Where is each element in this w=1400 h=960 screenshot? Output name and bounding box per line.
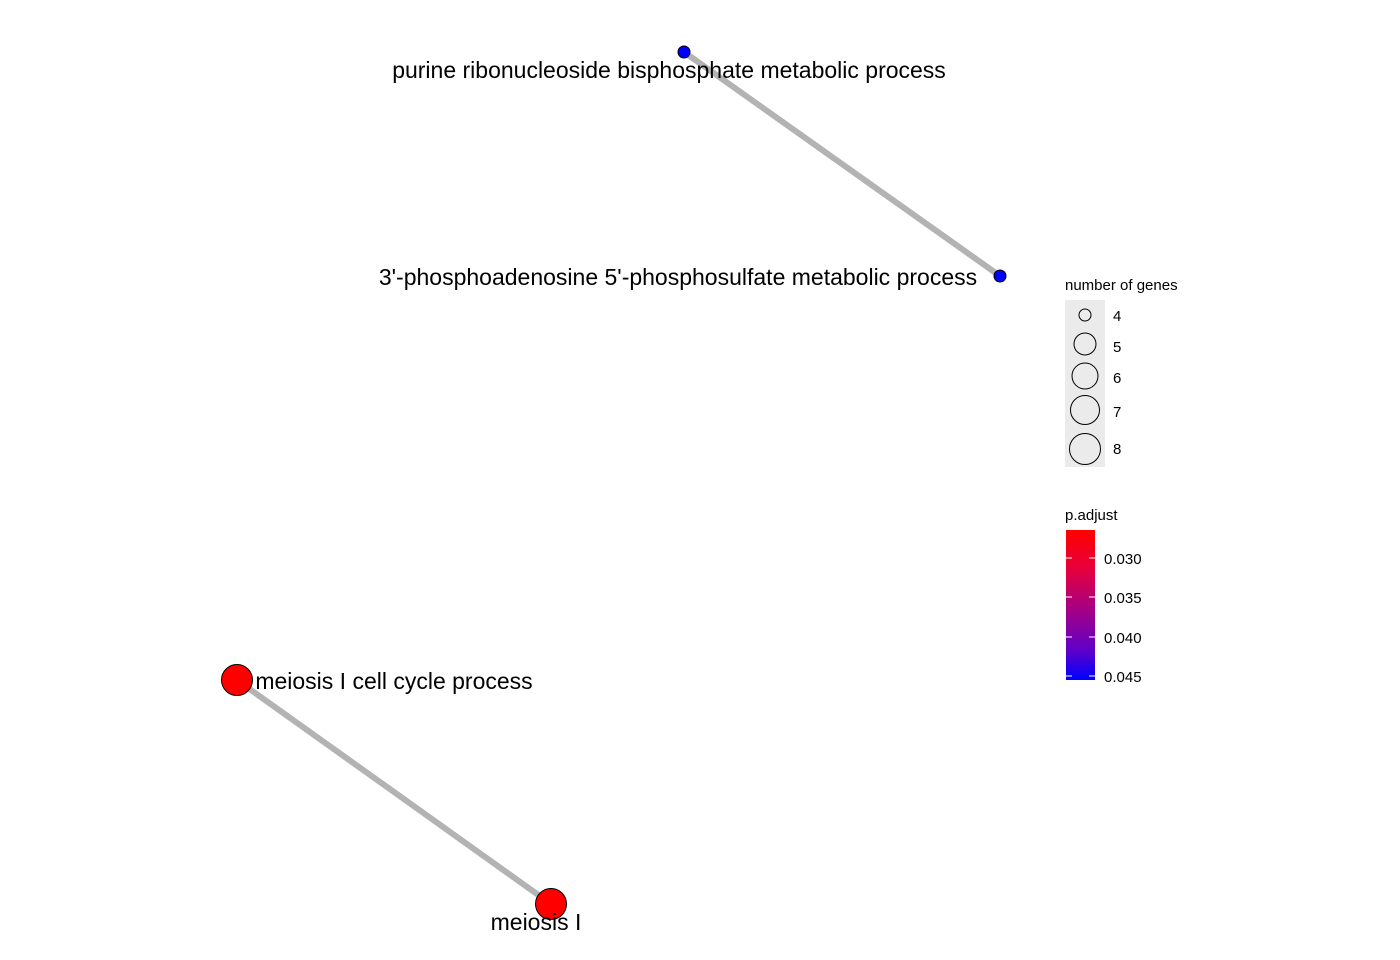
color-legend-label-0035: 0.035 [1104, 590, 1142, 607]
size-legend-circle-6 [1071, 362, 1099, 390]
network-nodes [221, 45, 1007, 920]
size-legend-circle-7 [1070, 395, 1100, 425]
size-legend-label-6: 6 [1113, 370, 1121, 387]
size-legend: number of genes 4 5 6 7 8 [1065, 277, 1178, 467]
node-label-phosphoadenosine: 3'-phosphoadenosine 5'-phosphosulfate me… [379, 264, 977, 290]
node-label-meiosis-i-cell-cycle-process: meiosis I cell cycle process [255, 668, 532, 694]
size-legend-label-8: 8 [1113, 441, 1121, 458]
edge-purine-to-phosphoadenosine [682, 49, 1002, 279]
node-label-meiosis-i: meiosis I [491, 909, 582, 935]
node-labels: purine ribonucleoside bisphosphate metab… [255, 57, 977, 935]
color-legend-label-0030: 0.030 [1104, 551, 1142, 568]
color-legend-label-0040: 0.040 [1104, 630, 1142, 647]
color-legend-ticks [1066, 557, 1095, 677]
node-phosphoadenosine[interactable] [993, 269, 1007, 283]
color-legend-title: p.adjust [1065, 507, 1118, 524]
size-legend-key-background [1065, 300, 1105, 467]
size-legend-circle-4 [1078, 308, 1092, 322]
size-legend-title: number of genes [1065, 277, 1178, 294]
size-legend-circle-5 [1073, 332, 1097, 356]
color-legend: p.adjust 0.030 0.035 0.040 0.045 [1065, 507, 1142, 686]
network-edges [235, 49, 1002, 907]
node-label-purine-ribonucleoside: purine ribonucleoside bisphosphate metab… [392, 57, 946, 83]
node-meiosis-i[interactable] [535, 888, 567, 920]
color-legend-gradient-bar [1066, 530, 1095, 680]
color-legend-label-0045: 0.045 [1104, 669, 1142, 686]
node-purine-ribonucleoside[interactable] [677, 45, 691, 59]
size-legend-label-7: 7 [1113, 404, 1121, 421]
size-legend-label-5: 5 [1113, 339, 1121, 356]
node-meiosis-i-cell-cycle-process[interactable] [221, 664, 253, 696]
size-legend-label-4: 4 [1113, 308, 1121, 325]
size-legend-circle-8 [1069, 433, 1101, 465]
edge-meiosis-cell-cycle-to-meiosis-i [235, 677, 553, 907]
